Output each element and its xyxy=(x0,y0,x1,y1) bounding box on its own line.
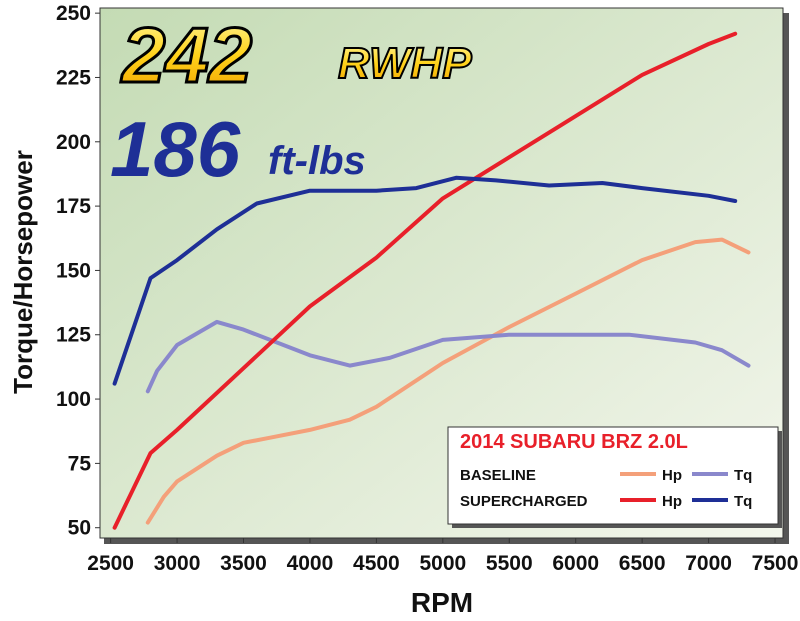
y-tick-label: 75 xyxy=(68,452,92,475)
x-tick-label: 4500 xyxy=(353,552,400,575)
series-line xyxy=(145,319,751,394)
y-axis-label: Torque/Horsepower xyxy=(8,150,38,394)
legend-label: Hp xyxy=(662,493,682,510)
legend-label: Hp xyxy=(662,467,682,484)
series-line xyxy=(145,237,751,525)
x-tick-label: 3500 xyxy=(220,552,267,575)
x-tick-label: 3000 xyxy=(154,552,201,575)
legend-label: Tq xyxy=(734,467,752,484)
y-tick-label: 50 xyxy=(68,517,91,540)
series-line xyxy=(112,31,738,530)
legend-title: 2014 SUBARU BRZ 2.0L xyxy=(460,431,688,453)
y-tick-label: 125 xyxy=(56,324,91,347)
headline-tq: 186 xyxy=(110,105,241,193)
x-tick-label: 5000 xyxy=(419,552,466,575)
x-axis-label: RPM xyxy=(411,587,473,616)
legend-group: BASELINE xyxy=(460,467,536,484)
y-tick-label: 175 xyxy=(56,195,91,218)
y-tick-label: 150 xyxy=(56,259,91,282)
headline-hp: 242 xyxy=(120,11,252,99)
x-tick-label: 7500 xyxy=(752,552,799,575)
x-tick-label: 6500 xyxy=(619,552,666,575)
x-tick-label: 7000 xyxy=(685,552,732,575)
y-tick-label: 225 xyxy=(56,66,91,89)
headline-hp-unit: RWHP xyxy=(338,39,472,88)
legend-group: SUPERCHARGED xyxy=(460,493,588,510)
x-tick-label: 6000 xyxy=(552,552,599,575)
y-tick-label: 250 xyxy=(56,2,91,25)
y-tick-label: 200 xyxy=(56,131,91,154)
series-line xyxy=(112,175,738,386)
headline-tq-unit: ft-lbs xyxy=(268,139,366,183)
x-tick-label: 5500 xyxy=(486,552,533,575)
y-tick-label: 100 xyxy=(56,388,91,411)
legend-label: Tq xyxy=(734,493,752,510)
x-tick-label: 4000 xyxy=(287,552,334,575)
x-tick-label: 2500 xyxy=(87,552,134,575)
